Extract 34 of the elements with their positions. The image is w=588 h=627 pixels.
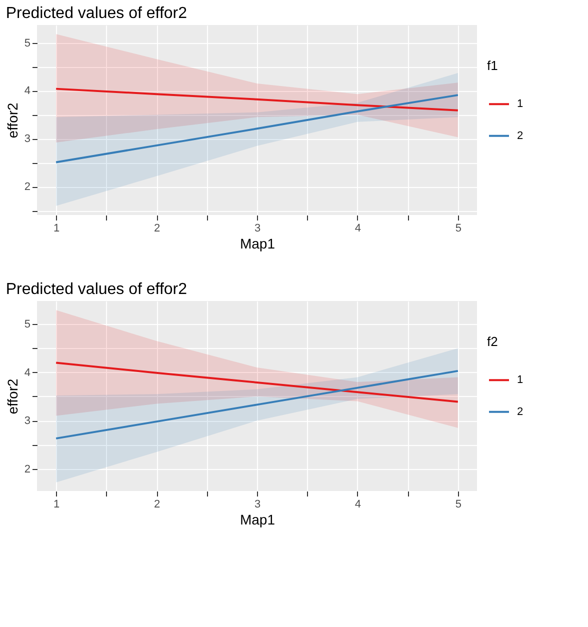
y-tick-label: 5 [24,37,30,50]
x-tick-label: 3 [254,498,261,510]
legend-label: 1 [517,374,524,386]
y-tick-label: 3 [24,133,30,146]
legend-label: 2 [517,406,524,418]
y-tick-label: 2 [24,181,30,194]
x-tick-label: 1 [54,222,60,234]
chart-title: Predicted values of effor2 [6,5,188,22]
y-tick-label: 5 [24,318,30,331]
x-tick-label: 5 [455,222,462,234]
x-axis-title: Map1 [240,512,276,528]
x-tick-label: 4 [354,498,362,510]
x-tick-label: 4 [354,222,362,234]
legend-title: f2 [487,334,498,350]
line-series [55,370,459,440]
y-tick-label: 3 [24,415,30,428]
x-tick-label: 2 [154,222,160,234]
y-tick-label: 2 [24,463,30,476]
legend-label: 2 [517,130,524,142]
line-series [55,94,459,164]
x-tick-label: 2 [154,498,160,510]
x-tick-label: 3 [254,222,261,234]
y-tick-label: 4 [24,85,30,98]
y-axis-title: effor2 [4,102,20,138]
x-axis-title: Map1 [240,236,276,252]
y-axis-title: effor2 [4,378,20,414]
legend-title: f1 [487,58,498,74]
chart-title: Predicted values of effor2 [6,281,188,298]
x-tick-label: 1 [54,498,60,510]
line-series [55,88,459,112]
line-series [55,362,459,403]
x-tick-label: 5 [455,498,462,510]
y-tick-label: 4 [24,366,30,379]
legend-label: 1 [517,98,524,110]
